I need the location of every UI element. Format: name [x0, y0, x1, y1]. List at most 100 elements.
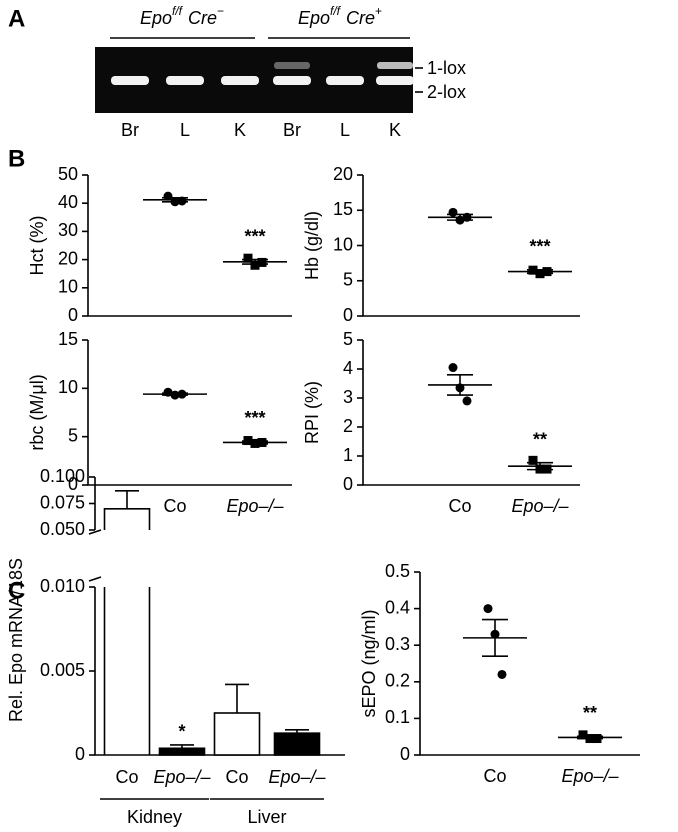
- x-tick-label: Epo–/–: [268, 767, 326, 787]
- annotation: ***: [244, 226, 265, 246]
- band-label: 1-lox: [427, 58, 466, 78]
- error-bar: [162, 392, 188, 396]
- y-tick-label: 0: [343, 305, 353, 325]
- lane-label: K: [234, 120, 246, 140]
- lane-label: K: [389, 120, 401, 140]
- error-bar: [242, 440, 268, 445]
- y-axis-label: sEPO (ng/ml): [359, 609, 379, 717]
- annotation: *: [178, 722, 185, 742]
- data-point: [250, 260, 260, 270]
- data-point: [243, 253, 253, 263]
- panel-label: A: [8, 5, 25, 32]
- lane-label: L: [180, 120, 190, 140]
- lane-label: Br: [121, 120, 139, 140]
- allele: f/f: [172, 4, 184, 18]
- cre: Cre: [188, 8, 217, 28]
- annotation: **: [583, 703, 597, 723]
- y-tick-label: 10: [58, 277, 78, 297]
- gel-band: [273, 76, 311, 85]
- data-point: [448, 207, 458, 217]
- error-bar: [225, 683, 249, 713]
- gel-band: [377, 62, 413, 69]
- y-axis-label: Rel. Epo mRNA/18S: [6, 558, 26, 722]
- y-tick-label: 10: [333, 234, 353, 254]
- y-tick-label: 20: [333, 164, 353, 184]
- bar: [103, 508, 151, 755]
- y-tick-label: 0.4: [385, 597, 410, 617]
- data-point: [528, 455, 538, 465]
- band-label: 2-lox: [427, 82, 466, 102]
- annotation: ***: [244, 408, 265, 428]
- panel-label: B: [8, 145, 25, 172]
- allele: f/f: [330, 4, 342, 18]
- error-bar: [482, 618, 508, 657]
- x-tick-label: Epo–/–: [511, 496, 569, 516]
- y-tick-label: 0.075: [40, 492, 85, 512]
- y-axis-label: Hct (%): [27, 216, 47, 276]
- lane-label: Br: [283, 120, 301, 140]
- error-bar: [447, 374, 473, 396]
- axis-break: [88, 529, 102, 582]
- error-bar: [115, 489, 139, 509]
- axis: [419, 572, 640, 756]
- gel-band: [166, 76, 204, 85]
- y-tick-label: 0.3: [385, 634, 410, 654]
- data-point: [578, 730, 588, 740]
- gel-band: [326, 76, 364, 85]
- error-bar: [242, 258, 268, 265]
- group-label: Epof/f Cre+: [298, 4, 382, 28]
- bar: [213, 712, 261, 756]
- cre: Cre: [346, 8, 375, 28]
- gel-band: [376, 76, 414, 85]
- x-tick-label: Co: [163, 496, 186, 516]
- x-tick-label: Epo–/–: [561, 766, 619, 786]
- y-tick-label: 0.050: [40, 519, 85, 539]
- error-bar: [447, 213, 473, 221]
- annotation: **: [533, 429, 547, 449]
- data-point: [462, 396, 472, 406]
- y-tick-label: 30: [58, 220, 78, 240]
- y-tick-label: 0: [75, 744, 85, 764]
- data-point: [497, 669, 507, 679]
- gel-band: [111, 76, 149, 85]
- bar: [158, 747, 206, 756]
- gel-band: [221, 76, 259, 85]
- panel-label: C: [8, 577, 25, 604]
- bar: [273, 732, 321, 756]
- x-tick-label: Co: [115, 767, 138, 787]
- x-tick-label: Co: [483, 766, 506, 786]
- y-tick-label: 50: [58, 164, 78, 184]
- gel-band: [274, 62, 310, 69]
- group-label: Liver: [247, 807, 286, 827]
- error-bar: [527, 269, 553, 275]
- gene: Epo: [140, 8, 172, 28]
- error-bar: [577, 735, 603, 740]
- y-tick-label: 0.010: [40, 576, 85, 596]
- y-tick-label: 5: [68, 425, 78, 445]
- y-tick-label: 15: [58, 329, 78, 349]
- x-tick-label: Epo–/–: [153, 767, 211, 787]
- x-tick-label: Co: [225, 767, 248, 787]
- y-tick-label: 1: [343, 445, 353, 465]
- y-tick-label: 0.005: [40, 660, 85, 680]
- error-bar: [170, 744, 194, 749]
- y-axis-label: Hb (g/dl): [302, 211, 322, 280]
- annotation: ***: [529, 237, 550, 257]
- y-tick-label: 0.1: [385, 707, 410, 727]
- y-tick-label: 40: [58, 192, 78, 212]
- y-tick-label: 0: [343, 474, 353, 494]
- data-point: [448, 363, 458, 373]
- cre-status: −: [217, 4, 224, 18]
- y-tick-label: 15: [333, 199, 353, 219]
- y-axis-label: RPI (%): [302, 381, 322, 444]
- data-point: [177, 196, 187, 206]
- x-tick-label: Epo–/–: [226, 496, 284, 516]
- x-tick-label: Co: [448, 496, 471, 516]
- group-label: Kidney: [127, 807, 182, 827]
- error-bar: [527, 461, 553, 471]
- error-bar: [162, 197, 188, 203]
- y-tick-label: 3: [343, 387, 353, 407]
- y-tick-label: 0: [400, 744, 410, 764]
- y-tick-label: 0.2: [385, 671, 410, 691]
